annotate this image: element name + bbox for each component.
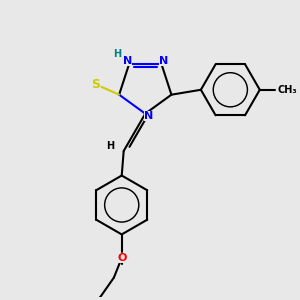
Text: CH₃: CH₃: [278, 85, 297, 95]
Text: S: S: [91, 78, 100, 92]
Text: O: O: [117, 253, 126, 263]
Text: N: N: [159, 56, 168, 66]
Text: H: H: [106, 141, 114, 151]
Text: N: N: [122, 56, 132, 66]
Text: N: N: [144, 111, 153, 121]
Text: H: H: [113, 49, 122, 59]
